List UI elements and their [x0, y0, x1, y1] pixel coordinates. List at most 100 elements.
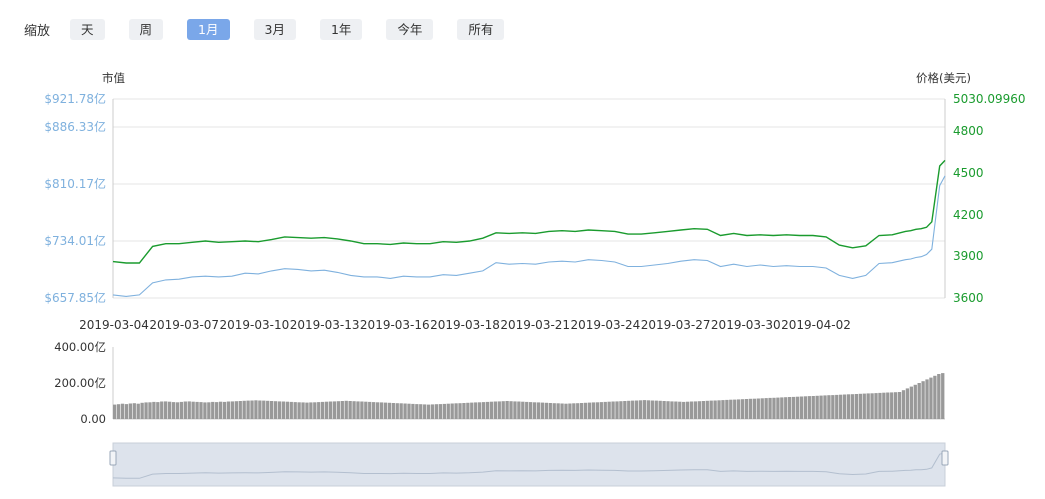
- zoom-btn-all[interactable]: 所有: [457, 18, 505, 40]
- volume-bar: [222, 401, 227, 419]
- volume-bar: [160, 401, 164, 419]
- volume-bar: [897, 392, 902, 419]
- volume-bar: [387, 402, 392, 419]
- volume-bar: [203, 402, 207, 419]
- zoom-btn-day[interactable]: 天: [70, 18, 105, 40]
- volume-bar: [638, 400, 643, 419]
- volume-bar: [195, 401, 199, 419]
- volume-bar: [356, 401, 360, 419]
- volume-bar: [811, 396, 815, 419]
- volume-bar: [234, 401, 238, 419]
- volume-bar: [317, 402, 321, 419]
- volume-bar: [634, 400, 639, 419]
- volume-bar: [309, 402, 313, 419]
- zoom-btn-3month[interactable]: 3月: [253, 18, 296, 40]
- volume-bar: [116, 404, 121, 419]
- volume-bar: [113, 404, 117, 419]
- volume-bar: [540, 402, 545, 419]
- volume-bar: [183, 401, 187, 419]
- volume-bar: [332, 401, 337, 419]
- volume-bar: [685, 401, 690, 419]
- volume-bar: [827, 395, 831, 419]
- volume-bar: [717, 400, 721, 419]
- x-tick-label: 2019-03-18: [430, 318, 500, 332]
- volume-bar: [823, 395, 827, 419]
- volume-bar: [207, 402, 211, 419]
- x-tick-label: 2019-03-13: [290, 318, 360, 332]
- volume-bar: [458, 403, 462, 419]
- volume-bar: [360, 401, 364, 419]
- right-tick-label: 4500: [953, 166, 984, 180]
- volume-bar: [866, 393, 870, 419]
- zoom-btn-1year[interactable]: 1年: [319, 18, 363, 40]
- volume-bar: [164, 401, 168, 419]
- volume-bar: [536, 402, 541, 419]
- volume-bar: [925, 379, 929, 419]
- volume-bar: [831, 395, 835, 419]
- axis-ticks: $921.78亿 $886.33亿 $810.17亿 $734.01亿 $657.85亿…: [44, 91, 1025, 332]
- navigator[interactable]: [109, 442, 949, 487]
- volume-bar: [434, 404, 439, 419]
- volume-bar: [364, 401, 368, 419]
- volume-bar: [674, 401, 678, 419]
- volume-bar: [226, 401, 231, 419]
- volume-bar: [713, 400, 717, 419]
- navigator-range[interactable]: [112, 442, 946, 487]
- volume-bar: [246, 400, 250, 419]
- volume-bar: [230, 401, 235, 419]
- volume-bar: [803, 396, 808, 419]
- volume-bar: [156, 402, 160, 419]
- volume-bar: [438, 404, 443, 419]
- volume-bar: [368, 401, 372, 419]
- volume-bar: [411, 403, 415, 419]
- volume-bar: [124, 404, 129, 419]
- volume-bar: [595, 402, 600, 419]
- volume-bar: [650, 400, 654, 419]
- navigator-handle-right[interactable]: [941, 450, 949, 466]
- volume-bar: [568, 403, 572, 419]
- volume-bar: [324, 401, 329, 419]
- volume-bar: [678, 401, 682, 419]
- volume-bar: [842, 394, 847, 419]
- volume-bar: [658, 400, 662, 419]
- zoom-btn-week[interactable]: 周: [128, 18, 164, 40]
- zoom-btn-1month[interactable]: 1月: [187, 18, 230, 40]
- volume-bar: [858, 393, 862, 419]
- volume-tick-label: 0.00: [80, 412, 106, 426]
- zoom-bar: 缩放 天 周 1月 3月 1年 今年 所有: [24, 18, 528, 40]
- volume-bar: [780, 397, 784, 419]
- volume-bar: [450, 403, 454, 419]
- x-tick-label: 2019-04-02: [781, 318, 851, 332]
- volume-bar: [564, 403, 568, 419]
- volume-bar: [580, 403, 584, 419]
- volume-bar: [352, 401, 356, 419]
- volume-bar: [901, 390, 906, 419]
- volume-bar: [442, 403, 446, 419]
- right-tick-label: 4200: [953, 208, 984, 222]
- right-tick-label: 5030.09960: [953, 92, 1026, 106]
- volume-bar: [285, 401, 289, 419]
- right-tick-label: 3900: [953, 249, 984, 263]
- volume-tick-label: 200.00亿: [54, 376, 106, 390]
- volume-bar: [399, 403, 403, 419]
- left-axis-title: 市值: [102, 71, 125, 85]
- volume-bar: [419, 404, 423, 419]
- volume-bar: [862, 393, 866, 419]
- x-tick-label: 2019-03-21: [500, 318, 570, 332]
- volume-bar: [336, 401, 341, 419]
- zoom-btn-ytd[interactable]: 今年: [386, 18, 434, 40]
- volume-bar: [266, 400, 270, 419]
- volume-bar: [167, 401, 172, 419]
- volume-bar: [709, 400, 713, 419]
- volume-bar: [383, 402, 388, 419]
- x-tick-label: 2019-03-30: [711, 318, 781, 332]
- volume-bar: [426, 404, 431, 419]
- volume-bar: [729, 399, 733, 419]
- volume-bar: [905, 388, 910, 419]
- volume-bar: [466, 402, 470, 419]
- volume-bar: [591, 402, 596, 419]
- volume-bar: [752, 398, 757, 419]
- navigator-handle-left[interactable]: [109, 450, 117, 466]
- right-tick-label: 4800: [953, 124, 984, 138]
- volume-bar: [462, 403, 466, 419]
